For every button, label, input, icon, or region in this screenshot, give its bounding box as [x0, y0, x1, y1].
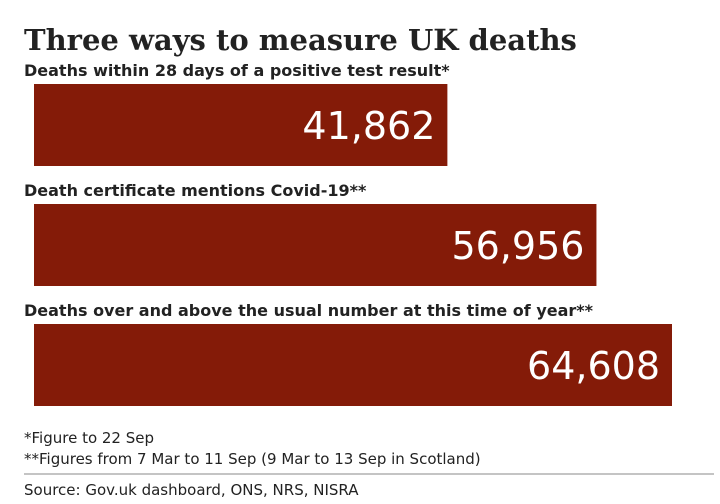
footnote: **Figures from 7 Mar to 11 Sep (9 Mar to… [24, 450, 481, 468]
chart-title: Three ways to measure UK deaths [24, 23, 577, 57]
bar [34, 84, 448, 166]
source: Source: Gov.uk dashboard, ONS, NRS, NISR… [24, 481, 359, 499]
value-label: 41,862 [302, 104, 435, 148]
value-label: 56,956 [451, 224, 584, 268]
footnote: *Figure to 22 Sep [24, 429, 154, 447]
bar [34, 204, 597, 286]
category-label: Deaths within 28 days of a positive test… [24, 61, 450, 80]
bar [34, 324, 672, 406]
value-label: 64,608 [527, 344, 660, 388]
category-label: Deaths over and above the usual number a… [24, 301, 594, 320]
category-label: Death certificate mentions Covid-19** [24, 181, 367, 200]
